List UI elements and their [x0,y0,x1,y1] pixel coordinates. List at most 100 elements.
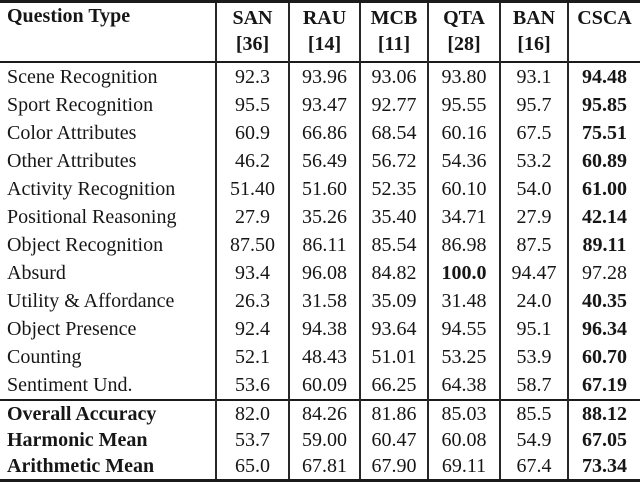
value-cell: 94.48 [567,62,640,91]
question-type-cell: Object Presence [7,317,137,340]
value-cell: 84.82 [359,259,428,287]
value-cell: 85.5 [499,400,568,427]
column-header-mcb: MCB [11] [359,1,428,62]
value-cell: 95.5 [215,91,289,119]
value-cell: 34.71 [427,203,500,231]
value-cell: 54.0 [499,175,568,203]
header-row: Question Type SAN [36] RAU [14] MCB [11]… [0,1,640,62]
value-cell: 85.03 [427,400,500,427]
value-cell: 97.28 [567,259,640,287]
table-row: Utility & Affordance 26.3 31.58 35.09 31.48 2… [0,287,640,315]
value-cell: 27.9 [499,203,568,231]
model-citation: [14] [307,33,342,55]
value-cell: 86.11 [288,231,360,259]
value-cell: 93.47 [288,91,360,119]
value-cell: 93.80 [427,62,500,91]
model-name: BAN [512,7,556,29]
value-cell: 94.38 [288,315,360,343]
value-cell: 87.50 [215,231,289,259]
question-type-cell: Utility & Affordance [7,289,175,312]
value-cell: 86.98 [427,231,500,259]
value-cell: 60.89 [567,147,640,175]
table-row: Object Recognition 87.50 86.11 85.54 86.98 87… [0,231,640,259]
question-type-header: Question Type [7,5,131,27]
model-name: RAU [302,7,347,29]
column-header-csca: CSCA [567,1,640,62]
value-cell: 85.54 [359,231,428,259]
value-cell: 94.55 [427,315,500,343]
question-type-cell: Other Attributes [7,149,137,172]
value-cell: 53.2 [499,147,568,175]
value-cell: 60.9 [215,119,289,147]
table-row: Positional Reasoning 27.9 35.26 35.40 34.71 2… [0,203,640,231]
value-cell: 42.14 [567,203,640,231]
value-cell: 93.1 [499,62,568,91]
value-cell: 27.9 [215,203,289,231]
value-cell: 93.06 [359,62,428,91]
value-cell: 93.4 [215,259,289,287]
model-citation: [16] [517,33,551,55]
question-type-cell: Activity Recognition [7,177,176,200]
value-cell: 53.7 [215,427,289,453]
value-cell: 92.4 [215,315,289,343]
model-citation: [28] [447,33,481,55]
value-cell: 84.26 [288,400,360,427]
value-cell: 81.86 [359,400,428,427]
table-row: Arithmetic Mean 65.0 67.81 67.90 69.11 67.4 73… [0,453,640,481]
value-cell: 67.5 [499,119,568,147]
question-type-cell: Sentiment Und. [7,373,133,396]
value-cell: 66.25 [359,371,428,400]
value-cell: 35.09 [359,287,428,315]
value-cell: 54.36 [427,147,500,175]
value-cell: 59.00 [288,427,360,453]
value-cell: 60.16 [427,119,500,147]
value-cell: 93.96 [288,62,360,91]
value-cell: 64.38 [427,371,500,400]
value-cell: 31.58 [288,287,360,315]
table-row: Overall Accuracy 82.0 84.26 81.86 85.03 85.5 8… [0,400,640,427]
question-type-cell: Object Recognition [7,233,164,256]
table-row: Other Attributes 46.2 56.49 56.72 54.36 53.2 6… [0,147,640,175]
value-cell: 60.70 [567,343,640,371]
value-cell: 53.6 [215,371,289,400]
value-cell: 60.09 [288,371,360,400]
value-cell: 61.00 [567,175,640,203]
value-cell: 95.1 [499,315,568,343]
value-cell: 35.40 [359,203,428,231]
value-cell: 95.55 [427,91,500,119]
table-row: Activity Recognition 51.40 51.60 52.35 60.10… [0,175,640,203]
value-cell: 100.0 [427,259,500,287]
value-cell: 67.05 [567,427,640,453]
table-row: Harmonic Mean 53.7 59.00 60.47 60.08 54.9 67.0… [0,427,640,453]
question-type-cell: Absurd [7,261,66,284]
model-citation: [11] [377,33,411,55]
value-cell: 60.10 [427,175,500,203]
value-cell: 35.26 [288,203,360,231]
value-cell: 69.11 [427,453,500,481]
value-cell: 60.47 [359,427,428,453]
value-cell: 51.60 [288,175,360,203]
value-cell: 67.4 [499,453,568,481]
value-cell: 56.49 [288,147,360,175]
column-header-ban: BAN [16] [499,1,568,62]
value-cell: 31.48 [427,287,500,315]
value-cell: 87.5 [499,231,568,259]
value-cell: 73.34 [567,453,640,481]
value-cell: 48.43 [288,343,360,371]
question-type-cell: Overall Accuracy [7,402,157,425]
question-type-cell: Scene Recognition [7,65,158,88]
table-row: Counting 52.1 48.43 51.01 53.25 53.9 60.70 [0,343,640,371]
value-cell: 51.01 [359,343,428,371]
value-cell: 51.40 [215,175,289,203]
value-cell: 92.3 [215,62,289,91]
value-cell: 24.0 [499,287,568,315]
table-row: Sport Recognition 95.5 93.47 92.77 95.55 95.7… [0,91,640,119]
model-citation: [36] [235,33,270,55]
column-header-qta: QTA [28] [427,1,500,62]
value-cell: 92.77 [359,91,428,119]
question-type-cell: Color Attributes [7,121,137,144]
value-cell: 88.12 [567,400,640,427]
model-name: MCB [370,7,418,29]
